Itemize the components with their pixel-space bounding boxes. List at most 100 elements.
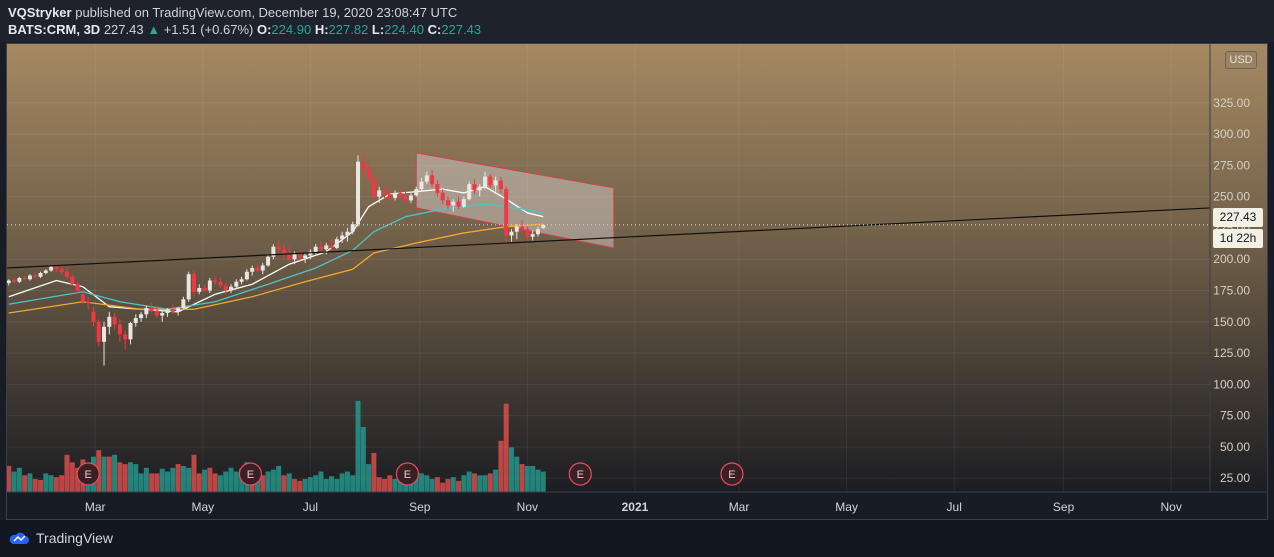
candle-body xyxy=(12,280,17,282)
candle-body xyxy=(350,224,355,232)
candle-body xyxy=(27,275,32,280)
candle-body xyxy=(403,196,408,201)
candle-body xyxy=(112,316,117,325)
grid xyxy=(7,44,1210,492)
author[interactable]: VQStryker xyxy=(8,5,72,20)
x-tick-label: Sep xyxy=(1053,500,1075,514)
candle-body xyxy=(75,284,80,291)
candle-body xyxy=(530,234,535,237)
x-tick-label: Mar xyxy=(729,500,750,514)
y-tick-label: 275.00 xyxy=(1213,158,1250,172)
volume-bar xyxy=(466,471,472,492)
candle-body xyxy=(297,254,302,258)
last-price-label: 227.43 xyxy=(1213,208,1263,227)
volume-bar xyxy=(350,475,356,492)
earnings-label: E xyxy=(404,469,411,481)
time-axis[interactable]: Mar May Jul Sep Nov 2021 Mar May Jul Sep Nov xyxy=(7,491,1267,514)
candle-body xyxy=(472,184,477,191)
volume-bar xyxy=(228,467,234,492)
volume-bar xyxy=(297,480,303,492)
volume-bar xyxy=(22,475,28,492)
candle-body xyxy=(6,280,11,284)
candle-body xyxy=(266,256,271,266)
volume-bar xyxy=(307,477,313,492)
volume-bar xyxy=(149,473,155,492)
ohlc-line: BATS:CRM, 3D 227.43 ▲ +1.51 (+0.67%) O:2… xyxy=(8,22,481,37)
volume-bar xyxy=(53,477,59,492)
x-tick-label: 2021 xyxy=(622,500,649,514)
candle-body xyxy=(234,281,239,287)
candle-body xyxy=(334,239,339,248)
volume-bar xyxy=(445,478,451,492)
volume-bar xyxy=(540,471,546,492)
chart-frame xyxy=(6,43,1268,520)
chart-background xyxy=(7,44,1267,492)
volume-bar xyxy=(154,473,160,492)
trendline-drawing[interactable] xyxy=(6,207,1211,269)
price-chart[interactable]: E E E E E 25.00 50.00 75.00 100.00 125.00 150.00 1… xyxy=(0,0,1274,520)
volume-bar xyxy=(281,475,287,492)
volume-bar xyxy=(75,467,81,492)
volume-bar xyxy=(217,475,223,492)
candle-body xyxy=(255,267,260,271)
candle-body xyxy=(181,299,186,309)
candle-body xyxy=(165,309,170,314)
volume-bar xyxy=(524,465,530,492)
volume-bar xyxy=(276,465,282,492)
candle-body xyxy=(86,301,91,304)
earnings-marker xyxy=(238,462,263,486)
candle-body xyxy=(509,231,514,236)
candle-body xyxy=(541,224,546,229)
candle-body xyxy=(313,246,318,252)
volume-bar xyxy=(165,471,171,492)
candle-body xyxy=(371,177,376,197)
candle-body xyxy=(303,255,308,258)
high-label: H: xyxy=(314,22,329,37)
volume-bar xyxy=(413,477,419,492)
volume-bar xyxy=(471,473,477,492)
candle-body xyxy=(451,201,456,206)
candle-body xyxy=(223,285,228,291)
candle-body xyxy=(292,254,297,260)
candle-body xyxy=(287,254,292,260)
currency-badge[interactable]: USD xyxy=(1225,51,1257,69)
candle-body xyxy=(430,175,435,185)
earnings-marker xyxy=(395,462,420,486)
x-tick-label: Mar xyxy=(85,500,106,514)
volume-bar xyxy=(159,468,165,492)
candle-body xyxy=(160,313,165,316)
volume-bar xyxy=(392,478,398,492)
volume-bar xyxy=(265,471,271,492)
candle-body xyxy=(128,323,133,340)
volume-bar xyxy=(233,471,239,492)
candle-body xyxy=(435,184,440,193)
candle-body xyxy=(186,274,191,300)
volume-bar xyxy=(434,477,440,492)
volume-bar xyxy=(519,464,525,492)
candle-body xyxy=(366,169,371,178)
symbol[interactable]: BATS:CRM, 3D xyxy=(8,22,101,37)
x-tick-label: Sep xyxy=(409,500,431,514)
x-tick-label: Jul xyxy=(303,500,318,514)
price-axis[interactable]: 25.00 50.00 75.00 100.00 125.00 150.00 175.00 2… xyxy=(1209,44,1250,492)
volume-bar xyxy=(106,456,112,492)
volume-bar xyxy=(339,473,345,492)
volume-bar xyxy=(323,478,329,492)
candle-body xyxy=(107,316,112,327)
header: VQStryker published on TradingView.com, … xyxy=(0,0,1274,42)
moving-average-line xyxy=(8,223,544,314)
volume-bar xyxy=(477,475,483,492)
candle-body xyxy=(324,245,329,250)
candle-body xyxy=(59,269,64,272)
volume-bar xyxy=(127,462,133,492)
volume-bar xyxy=(186,467,192,492)
close-label: C: xyxy=(427,22,442,37)
tradingview-brand[interactable]: TradingView xyxy=(8,530,113,546)
volume-bar xyxy=(69,462,75,492)
candle-body xyxy=(22,278,27,280)
candle-body xyxy=(207,280,212,291)
candle-body xyxy=(456,201,461,207)
volume-bar xyxy=(16,467,22,492)
volume-bar xyxy=(429,478,435,492)
